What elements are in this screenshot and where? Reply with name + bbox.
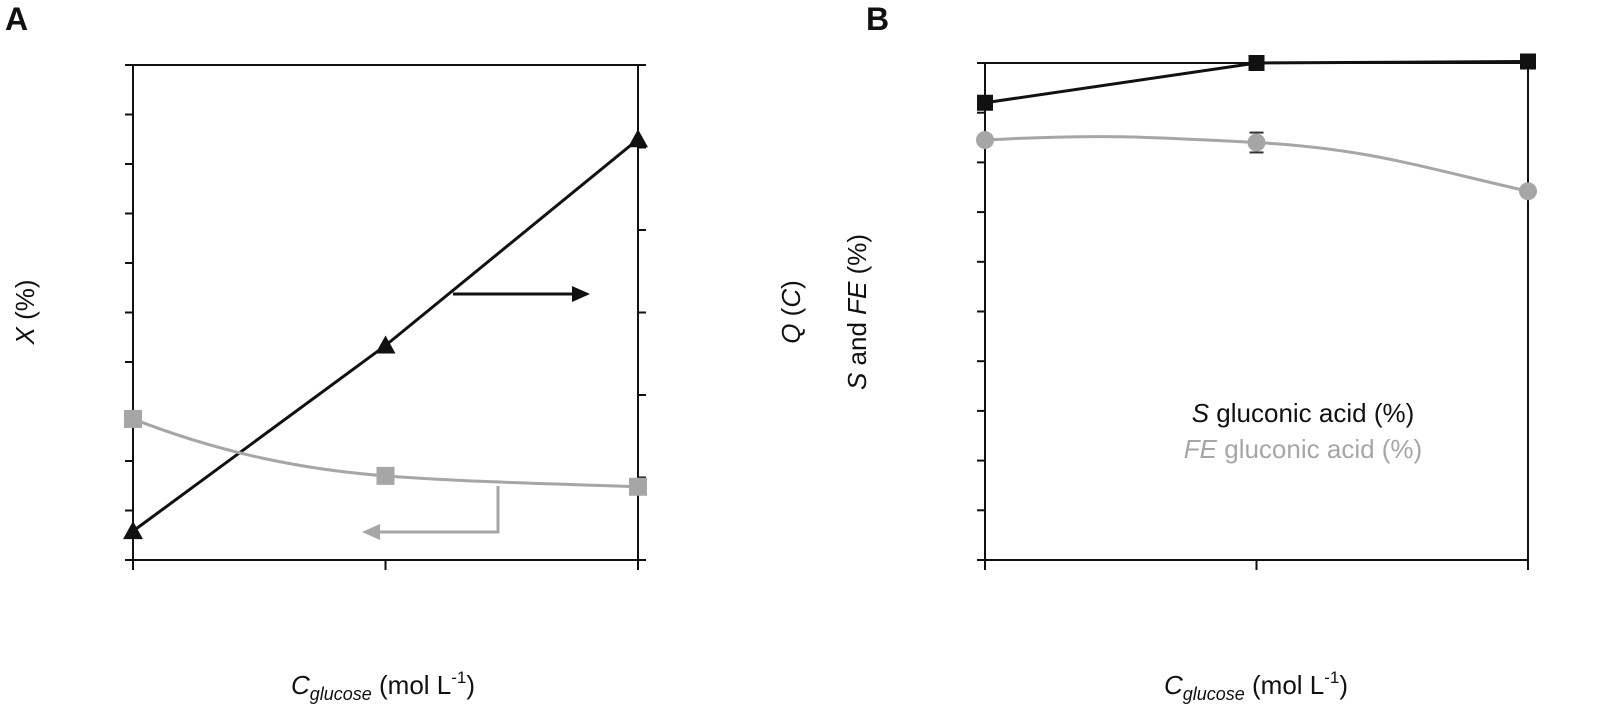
- panel-a-x-axis-title: Cglucose (mol L-1): [291, 668, 475, 704]
- panel-b-x-axis-title: Cglucose (mol L-1): [1164, 668, 1348, 704]
- panel-b-fe-point: [1247, 133, 1266, 152]
- panel-b-fe-point: [976, 131, 994, 150]
- panel-b-series-lines: [984, 60, 1529, 193]
- panel-a-right-y-axis-title: Q (C): [776, 280, 806, 344]
- panel-b-legend: S gluconic acid (%) FE gluconic acid (%): [1184, 398, 1422, 464]
- panel-b-s-point: [977, 94, 993, 111]
- panel-a-arrow-left-head: [362, 524, 380, 540]
- panel-a-y-axis-title: X (%): [10, 279, 40, 345]
- panel-a-x-axis-ticks: [132, 560, 639, 570]
- panel-b: B S and FE (%) Cglucose (mol L-1) S gluc…: [842, 1, 1537, 704]
- panel-a: A X (%) Q (C) Cglucose (mol L-1): [5, 1, 806, 704]
- panel-b-fe-point: [1519, 182, 1537, 201]
- panel-a-label: A: [5, 1, 28, 37]
- panel-b-s-point: [1248, 55, 1265, 71]
- panel-b-x-axis-ticks: [984, 560, 1529, 570]
- panel-a-left-axis-ticks: [125, 64, 133, 561]
- panel-a-x-point: [376, 466, 395, 485]
- panel-a-arrow-right-head: [572, 286, 590, 302]
- panel-b-left-axis-ticks: [977, 62, 985, 561]
- legend-entry-fe-gluconic-acid: FE gluconic acid (%): [1184, 434, 1422, 464]
- panel-a-q-point: [375, 335, 396, 354]
- panel-a-arrow-left-shaft: [378, 486, 500, 534]
- panel-a-right-axis-ticks: [638, 64, 646, 561]
- panel-a-q-point: [123, 521, 143, 540]
- legend-entry-s-gluconic-acid: S gluconic acid (%): [1192, 398, 1415, 428]
- panel-a-series-markers: [123, 129, 648, 540]
- panel-b-y-axis-title: S and FE (%): [842, 234, 872, 390]
- panel-b-label: B: [866, 1, 889, 37]
- panel-b-s-point: [1520, 53, 1536, 70]
- panel-a-x-point: [629, 477, 647, 496]
- panel-a-x-point: [124, 409, 142, 428]
- panel-a-q-point: [628, 129, 648, 148]
- panel-b-series-markers: [976, 53, 1537, 201]
